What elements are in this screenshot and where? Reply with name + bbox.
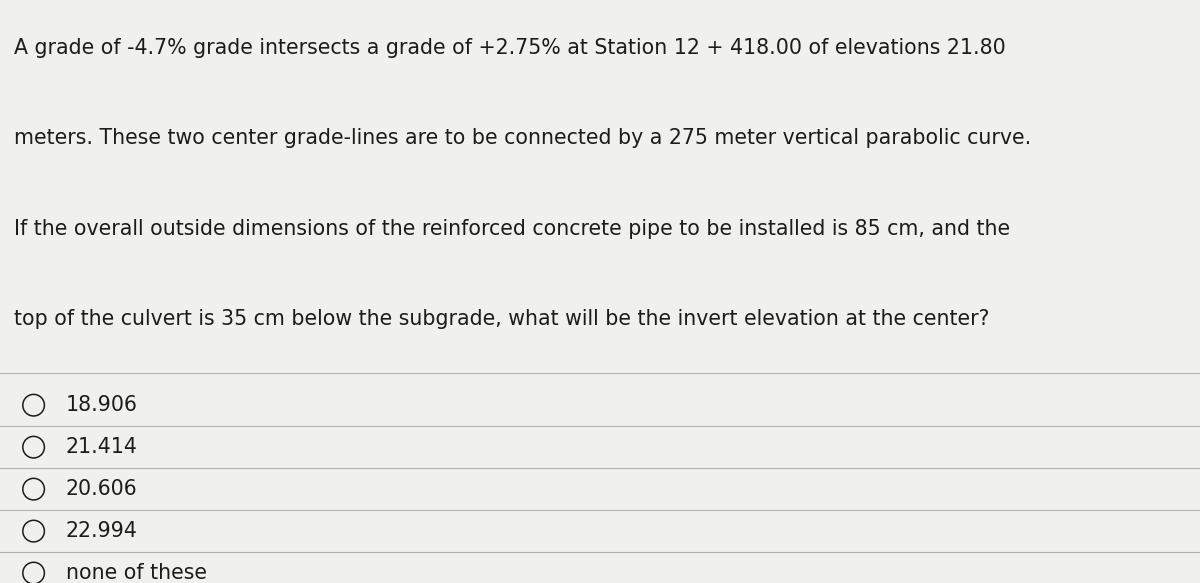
Text: 22.994: 22.994 bbox=[66, 521, 138, 541]
Text: meters. These two center grade-lines are to be connected by a 275 meter vertical: meters. These two center grade-lines are… bbox=[14, 128, 1032, 148]
Text: 18.906: 18.906 bbox=[66, 395, 138, 415]
Text: A grade of -4.7% grade intersects a grade of +2.75% at Station 12 + 418.00 of el: A grade of -4.7% grade intersects a grad… bbox=[14, 38, 1006, 58]
Text: 21.414: 21.414 bbox=[66, 437, 138, 457]
Text: top of the culvert is 35 cm below the subgrade, what will be the invert elevatio: top of the culvert is 35 cm below the su… bbox=[14, 309, 990, 329]
Text: 20.606: 20.606 bbox=[66, 479, 138, 499]
Text: none of these: none of these bbox=[66, 563, 208, 583]
Text: If the overall outside dimensions of the reinforced concrete pipe to be installe: If the overall outside dimensions of the… bbox=[14, 219, 1010, 238]
